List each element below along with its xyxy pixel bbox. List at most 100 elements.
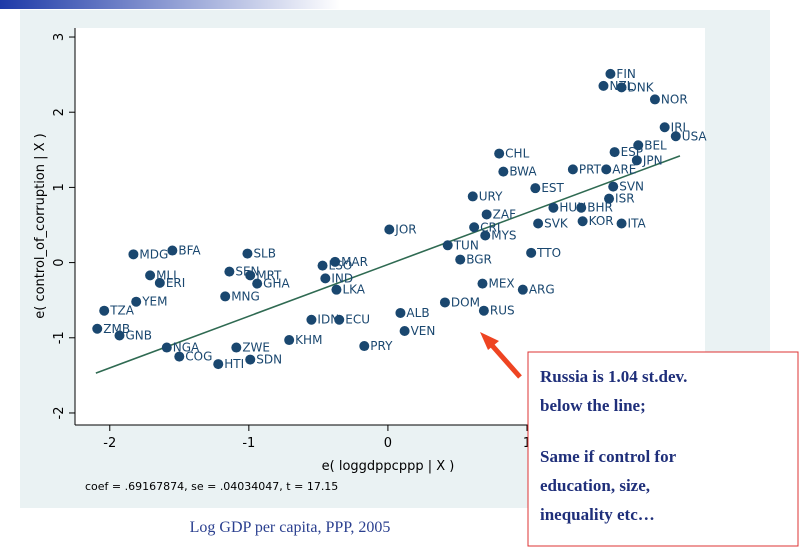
fit-line	[95, 155, 681, 374]
annotation: Russia is 1.04 st.dev. below the line; S…	[480, 332, 799, 547]
point	[334, 314, 345, 325]
annotation-box	[527, 351, 799, 547]
point	[498, 166, 509, 177]
point	[478, 305, 489, 316]
y-tick-label: -2	[52, 406, 67, 419]
point	[577, 216, 588, 227]
point	[330, 256, 341, 267]
point-label: VEN	[411, 324, 436, 338]
point	[494, 148, 505, 159]
point-label: ZWE	[242, 341, 270, 355]
point	[320, 273, 331, 284]
x-tick-label: -2	[103, 436, 116, 451]
point	[231, 342, 242, 353]
point	[213, 359, 224, 370]
point-label: URY	[479, 189, 503, 203]
point	[548, 202, 559, 213]
point	[670, 131, 681, 142]
point	[604, 193, 615, 204]
point	[481, 209, 492, 220]
point	[631, 155, 642, 166]
point-label: BWA	[509, 165, 537, 179]
point	[526, 247, 537, 258]
point	[359, 341, 370, 352]
point	[284, 335, 295, 346]
point-label: ITA	[628, 216, 647, 230]
caption: Log GDP per capita, PPP, 2005	[190, 519, 391, 536]
point-label: ECU	[345, 313, 370, 327]
point-label: KOR	[589, 214, 614, 228]
point-label: NGA	[173, 341, 200, 355]
point	[608, 181, 619, 192]
annotation-line: Same if control for	[540, 447, 677, 466]
point-label: ARG	[529, 283, 555, 297]
y-tick-label: 0	[52, 258, 67, 266]
annotation-line: education, size,	[540, 476, 650, 495]
point	[395, 307, 406, 318]
point	[530, 183, 541, 194]
point	[455, 254, 466, 265]
point-label: BEL	[644, 138, 667, 152]
x-tick-label: 0	[384, 436, 392, 451]
point-label: ARE	[612, 162, 636, 176]
point-label: DOM	[451, 295, 480, 309]
point-label: SVN	[619, 180, 644, 194]
point	[616, 82, 627, 93]
y-tick-label: 3	[52, 33, 67, 41]
point	[145, 270, 156, 281]
point-label: ERI	[166, 276, 185, 290]
point-label: FIN	[616, 67, 635, 81]
point	[477, 278, 488, 289]
point	[605, 68, 616, 79]
point-label: SDN	[256, 353, 282, 367]
point-label: EST	[541, 181, 564, 195]
point	[533, 218, 544, 229]
y-tick-label: -1	[52, 331, 67, 344]
point-label: SVK	[544, 216, 569, 230]
point	[220, 291, 231, 302]
point	[439, 297, 450, 308]
point-label: TZA	[109, 304, 135, 318]
point-label: MRT	[256, 268, 282, 282]
point-label: USA	[682, 129, 708, 143]
point-label: IDN	[317, 313, 339, 327]
point	[649, 94, 660, 105]
arrow-head	[480, 332, 499, 350]
point-label: SLB	[253, 247, 276, 261]
point-label: LKA	[342, 283, 365, 297]
point-label: HTI	[224, 357, 244, 371]
point	[154, 277, 165, 288]
point-label: YEM	[141, 295, 167, 309]
point-label: LSO	[329, 259, 353, 273]
point	[167, 245, 178, 256]
point	[659, 122, 670, 133]
point-label: BHR	[587, 201, 613, 215]
point	[609, 147, 620, 158]
point-label: JPN	[642, 153, 663, 167]
point-label: MAR	[341, 255, 368, 269]
point-label: PRT	[579, 162, 602, 176]
point	[245, 354, 256, 365]
point	[442, 240, 453, 251]
annotation-line: below the line;	[540, 396, 646, 415]
point	[161, 342, 172, 353]
point-label: MEX	[488, 277, 514, 291]
note: coef = .69167874, se = .04034047, t = 17…	[85, 480, 338, 493]
point-label: BFA	[178, 244, 201, 258]
header-bar	[0, 0, 340, 9]
point	[114, 330, 125, 341]
x-tick-label: -1	[242, 436, 255, 451]
x-axis-label: e( loggdppcppp | X )	[322, 459, 455, 474]
point-label: DNK	[628, 80, 655, 94]
point	[174, 351, 185, 362]
point-label: RUS	[490, 304, 515, 318]
point-label: MNG	[231, 289, 260, 303]
y-axis-label: e( control_of_corruption | X )	[33, 133, 48, 319]
point-label: ALB	[406, 306, 429, 320]
point	[245, 270, 256, 281]
point-label: ZAF	[493, 207, 516, 221]
point-label: IND	[331, 271, 353, 285]
point	[128, 249, 139, 260]
